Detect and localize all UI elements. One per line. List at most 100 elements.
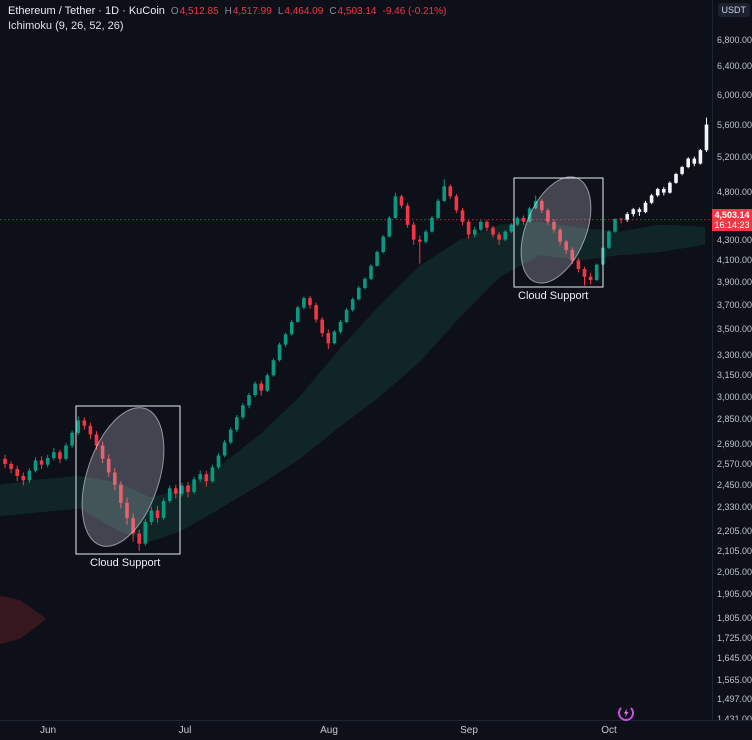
candle-body [15, 469, 19, 476]
ichimoku-cloud-bullish [0, 221, 705, 542]
annotation-label-2[interactable]: Cloud Support [518, 290, 589, 302]
candle-body [308, 298, 312, 306]
open-label: O [170, 6, 179, 17]
candle-body [143, 521, 148, 544]
candle-body [106, 458, 111, 473]
cloud-support-rectangle[interactable] [75, 405, 181, 555]
candle-body [521, 217, 526, 222]
candle-body [222, 442, 227, 456]
candle-body [241, 405, 245, 418]
candle-body [88, 425, 93, 435]
symbol-legend[interactable]: Ethereum / Tether · 1D · KuCoin O4,512.85… [8, 5, 446, 17]
candle-body [289, 321, 294, 335]
candle-body [680, 167, 684, 174]
candle-body [662, 189, 666, 193]
candle-body [350, 299, 355, 310]
candle-body [472, 229, 477, 235]
candle-body [155, 510, 160, 518]
price-tick-label: 2,205.00 [717, 526, 752, 536]
candle-body [399, 196, 404, 206]
time-axis[interactable]: Jun Jul Aug Sep Oct [0, 720, 752, 740]
candle-body [33, 460, 38, 471]
candle-body [411, 224, 416, 240]
candle-body [558, 229, 562, 242]
annotation-label-1[interactable]: Cloud Support [90, 557, 161, 569]
candle-body [192, 479, 196, 492]
candle-body [533, 200, 538, 209]
candle-body [387, 217, 392, 237]
candle-body [375, 252, 379, 266]
candle-body [180, 485, 184, 494]
candle-body [52, 452, 56, 458]
candle-body [186, 485, 190, 492]
price-axis[interactable]: 6,800.00 6,400.00 6,000.00 5,600.00 5,200.00… [712, 0, 752, 724]
candle-body [424, 231, 428, 242]
open-value: 4,512.85 [179, 6, 219, 17]
price-tick-label: 2,570.00 [717, 459, 752, 469]
candle-body [479, 221, 483, 230]
candle-body [204, 474, 209, 482]
candle-body [515, 217, 520, 225]
price-tick-label: 5,200.00 [717, 152, 752, 162]
symbol-title[interactable]: Ethereum / Tether · 1D · KuCoin [8, 5, 165, 17]
cloud-support-ellipse[interactable] [507, 167, 605, 293]
price-tick-label: 1,645.00 [717, 653, 752, 663]
candle-body [637, 209, 642, 213]
candle-body [3, 458, 7, 464]
candle-body [27, 470, 32, 481]
candle-body [686, 158, 690, 168]
price-tick-label: 6,800.00 [717, 35, 752, 45]
price-tick-label: 2,850.00 [717, 414, 752, 424]
price-tick-label: 1,565.00 [717, 675, 752, 685]
price-tick-label: 1,431.00 [717, 714, 752, 724]
month-label-oct: Oct [601, 725, 617, 736]
close-label: C [329, 6, 337, 17]
high-value: 4,517.99 [232, 6, 272, 17]
price-tick-label: 1,905.00 [717, 589, 752, 599]
candle-body [582, 269, 587, 277]
candle-body [302, 298, 306, 308]
price-tick-label: 1,805.00 [717, 613, 752, 623]
indicator-legend[interactable]: Ichimoku (9, 26, 52, 26) [8, 20, 124, 32]
candle-body [503, 231, 507, 240]
candle-body [228, 429, 233, 443]
candle-body [70, 432, 74, 446]
cloud-support-rectangle[interactable] [513, 177, 604, 288]
low-label: L [277, 6, 284, 17]
chart-pane[interactable] [0, 0, 712, 720]
month-label-aug: Aug [320, 725, 338, 736]
candle-body [649, 195, 654, 203]
candle-body [570, 249, 575, 261]
candle-body [643, 202, 648, 213]
candle-body [131, 518, 135, 534]
candle-body [594, 264, 599, 280]
candle-body [692, 158, 697, 164]
candle-body [491, 227, 495, 235]
change-value: -9.46 (-0.21%) [382, 6, 447, 17]
candle-body [332, 331, 337, 344]
candle-body [137, 533, 141, 544]
candle-body [454, 196, 459, 211]
currency-toggle-badge[interactable]: USDT [717, 3, 750, 17]
candle-body [326, 333, 331, 344]
candle-body [247, 395, 251, 406]
price-tick-label: 2,330.00 [717, 502, 752, 512]
price-tick-label: 3,000.00 [717, 392, 752, 402]
candle-body [344, 309, 349, 322]
candle-body [259, 383, 263, 391]
price-tick-label: 3,150.00 [717, 370, 752, 380]
candle-body [448, 186, 453, 197]
candle-body [210, 467, 215, 482]
candlestick-plot[interactable] [0, 0, 712, 720]
candle-body [149, 510, 154, 522]
candle-body [552, 221, 556, 230]
last-price-value: 4,503.14 [714, 210, 750, 220]
candle-body [418, 239, 422, 242]
candle-body [161, 501, 166, 518]
close-value: 4,503.14 [337, 6, 377, 17]
price-tick-label: 4,800.00 [717, 187, 752, 197]
ai-sparkle-icon[interactable] [617, 704, 635, 722]
cloud-support-ellipse[interactable] [67, 397, 180, 556]
candle-body [314, 305, 318, 320]
candle-body [442, 186, 446, 201]
